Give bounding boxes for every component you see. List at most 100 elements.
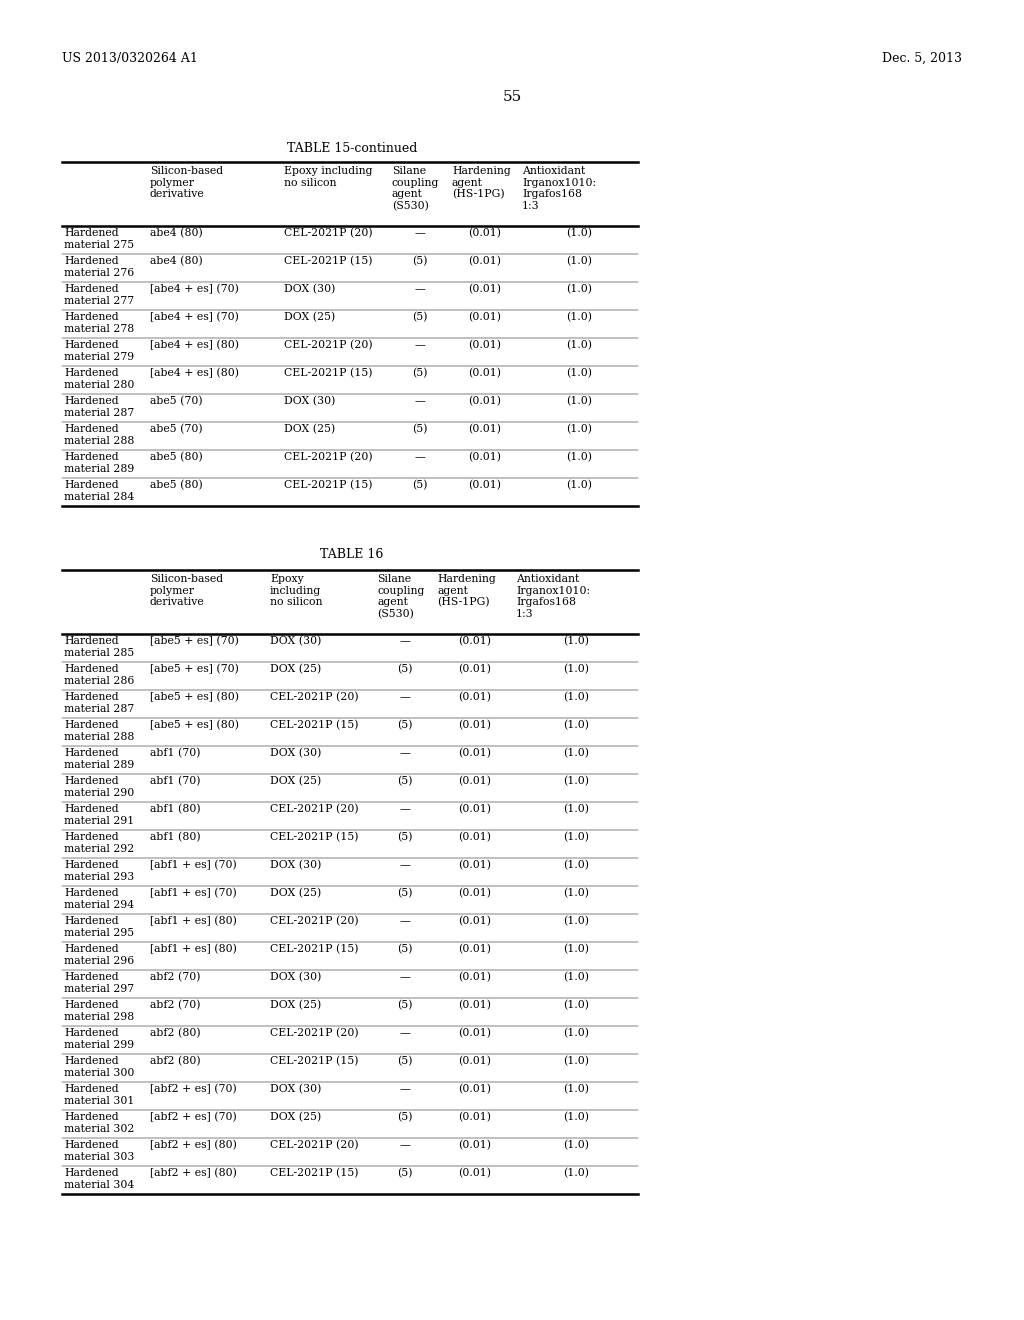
Text: —: — [399, 916, 411, 927]
Text: (1.0): (1.0) [563, 916, 589, 927]
Text: Hardened
material 294: Hardened material 294 [63, 888, 134, 909]
Text: —: — [399, 1140, 411, 1150]
Text: (1.0): (1.0) [563, 692, 589, 702]
Text: Hardened
material 276: Hardened material 276 [63, 256, 134, 277]
Text: (0.01): (0.01) [458, 1111, 490, 1122]
Text: (1.0): (1.0) [566, 256, 592, 267]
Text: 55: 55 [503, 90, 521, 104]
Text: (1.0): (1.0) [563, 804, 589, 814]
Text: CEL-2021P (15): CEL-2021P (15) [270, 944, 358, 954]
Text: (0.01): (0.01) [469, 480, 502, 490]
Text: (1.0): (1.0) [566, 341, 592, 350]
Text: [abf2 + es] (70): [abf2 + es] (70) [150, 1111, 237, 1122]
Text: CEL-2021P (15): CEL-2021P (15) [270, 1056, 358, 1067]
Text: —: — [399, 692, 411, 702]
Text: (1.0): (1.0) [563, 1111, 589, 1122]
Text: (1.0): (1.0) [563, 1001, 589, 1010]
Text: Hardened
material 275: Hardened material 275 [63, 228, 134, 249]
Text: abf2 (80): abf2 (80) [150, 1028, 201, 1039]
Text: Hardened
material 291: Hardened material 291 [63, 804, 134, 825]
Text: Hardened
material 298: Hardened material 298 [63, 1001, 134, 1022]
Text: (1.0): (1.0) [563, 776, 589, 787]
Text: [abf2 + es] (80): [abf2 + es] (80) [150, 1168, 237, 1179]
Text: [abe4 + es] (80): [abe4 + es] (80) [150, 341, 239, 350]
Text: (0.01): (0.01) [469, 228, 502, 239]
Text: Silicon-based
polymer
derivative: Silicon-based polymer derivative [150, 574, 223, 607]
Text: (5): (5) [413, 368, 428, 379]
Text: [abe4 + es] (80): [abe4 + es] (80) [150, 368, 239, 379]
Text: (0.01): (0.01) [458, 636, 490, 647]
Text: Hardened
material 285: Hardened material 285 [63, 636, 134, 657]
Text: Hardened
material 288: Hardened material 288 [63, 719, 134, 742]
Text: —: — [415, 451, 425, 462]
Text: Silane
coupling
agent
(S530): Silane coupling agent (S530) [377, 574, 424, 619]
Text: (0.01): (0.01) [458, 861, 490, 870]
Text: (0.01): (0.01) [458, 1168, 490, 1179]
Text: abe5 (70): abe5 (70) [150, 424, 203, 434]
Text: (1.0): (1.0) [563, 664, 589, 675]
Text: [abf1 + es] (80): [abf1 + es] (80) [150, 916, 237, 927]
Text: Hardened
material 301: Hardened material 301 [63, 1084, 134, 1106]
Text: Hardened
material 278: Hardened material 278 [63, 312, 134, 334]
Text: DOX (25): DOX (25) [270, 1001, 322, 1010]
Text: DOX (25): DOX (25) [270, 888, 322, 899]
Text: Hardened
material 287: Hardened material 287 [63, 692, 134, 714]
Text: (5): (5) [397, 1056, 413, 1067]
Text: CEL-2021P (20): CEL-2021P (20) [270, 692, 358, 702]
Text: (0.01): (0.01) [458, 944, 490, 954]
Text: (1.0): (1.0) [566, 451, 592, 462]
Text: abf2 (80): abf2 (80) [150, 1056, 201, 1067]
Text: CEL-2021P (20): CEL-2021P (20) [270, 916, 358, 927]
Text: Antioxidant
Irganox1010:
Irgafos168
1:3: Antioxidant Irganox1010: Irgafos168 1:3 [522, 166, 596, 211]
Text: Hardened
material 299: Hardened material 299 [63, 1028, 134, 1049]
Text: (1.0): (1.0) [566, 396, 592, 407]
Text: abf2 (70): abf2 (70) [150, 972, 201, 982]
Text: (1.0): (1.0) [566, 284, 592, 294]
Text: (0.01): (0.01) [458, 916, 490, 927]
Text: (5): (5) [397, 1168, 413, 1179]
Text: Hardened
material 293: Hardened material 293 [63, 861, 134, 882]
Text: Hardened
material 288: Hardened material 288 [63, 424, 134, 446]
Text: Hardening
agent
(HS-1PG): Hardening agent (HS-1PG) [437, 574, 496, 607]
Text: DOX (25): DOX (25) [270, 1111, 322, 1122]
Text: CEL-2021P (20): CEL-2021P (20) [270, 1028, 358, 1039]
Text: (1.0): (1.0) [563, 1028, 589, 1039]
Text: CEL-2021P (15): CEL-2021P (15) [270, 832, 358, 842]
Text: TABLE 16: TABLE 16 [321, 548, 384, 561]
Text: US 2013/0320264 A1: US 2013/0320264 A1 [62, 51, 198, 65]
Text: —: — [399, 748, 411, 758]
Text: abf1 (80): abf1 (80) [150, 832, 201, 842]
Text: (0.01): (0.01) [458, 832, 490, 842]
Text: DOX (25): DOX (25) [284, 312, 335, 322]
Text: Hardened
material 280: Hardened material 280 [63, 368, 134, 389]
Text: [abf2 + es] (70): [abf2 + es] (70) [150, 1084, 237, 1094]
Text: Hardened
material 296: Hardened material 296 [63, 944, 134, 966]
Text: TABLE 15-continued: TABLE 15-continued [287, 143, 417, 154]
Text: Hardening
agent
(HS-1PG): Hardening agent (HS-1PG) [452, 166, 511, 199]
Text: CEL-2021P (20): CEL-2021P (20) [270, 804, 358, 814]
Text: DOX (30): DOX (30) [270, 1084, 322, 1094]
Text: —: — [399, 1028, 411, 1038]
Text: Hardened
material 300: Hardened material 300 [63, 1056, 134, 1077]
Text: Hardened
material 302: Hardened material 302 [63, 1111, 134, 1134]
Text: (0.01): (0.01) [458, 776, 490, 787]
Text: [abf1 + es] (70): [abf1 + es] (70) [150, 888, 237, 899]
Text: abe4 (80): abe4 (80) [150, 228, 203, 239]
Text: (0.01): (0.01) [458, 1001, 490, 1010]
Text: DOX (30): DOX (30) [284, 284, 336, 294]
Text: Hardened
material 290: Hardened material 290 [63, 776, 134, 797]
Text: (1.0): (1.0) [563, 636, 589, 647]
Text: Epoxy
including
no silicon: Epoxy including no silicon [270, 574, 323, 607]
Text: —: — [399, 804, 411, 814]
Text: (1.0): (1.0) [563, 1084, 589, 1094]
Text: (1.0): (1.0) [566, 480, 592, 490]
Text: CEL-2021P (20): CEL-2021P (20) [284, 228, 373, 239]
Text: (1.0): (1.0) [563, 719, 589, 730]
Text: (5): (5) [397, 719, 413, 730]
Text: (0.01): (0.01) [469, 424, 502, 434]
Text: [abe5 + es] (70): [abe5 + es] (70) [150, 664, 239, 675]
Text: DOX (30): DOX (30) [270, 748, 322, 758]
Text: (0.01): (0.01) [458, 972, 490, 982]
Text: (1.0): (1.0) [563, 861, 589, 870]
Text: DOX (25): DOX (25) [270, 776, 322, 787]
